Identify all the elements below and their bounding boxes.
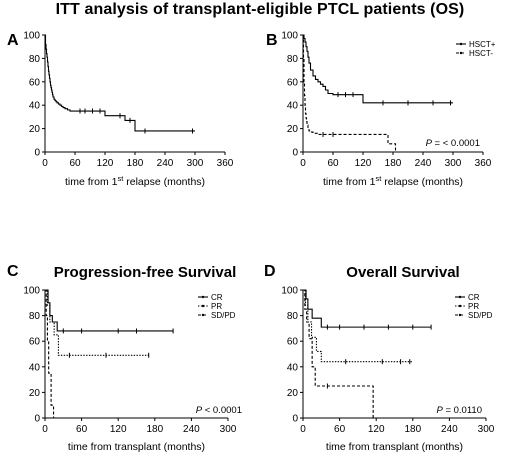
x-axis-label: time from 1st relapse (months) xyxy=(65,174,205,188)
legend-label: PR xyxy=(468,302,479,311)
x-tick-label: 180 xyxy=(385,158,402,169)
y-tick-label: 60 xyxy=(29,77,41,88)
y-tick-label: 80 xyxy=(29,311,41,322)
y-tick-label: 40 xyxy=(29,362,41,373)
survival-curve-pr xyxy=(303,289,413,363)
km-panel-d: 0 20 40 60 80 100 0 60 120 180 240 300 time from tra… xyxy=(281,286,494,454)
legend-marker xyxy=(458,295,462,299)
km-panel-b: 0 20 40 60 80 100 0 60 120 180 240 300 360 time from … xyxy=(281,31,495,189)
legend-marker xyxy=(459,51,463,55)
legend-marker xyxy=(201,313,205,317)
y-tick-label: 100 xyxy=(23,286,40,297)
y-tick-label: 60 xyxy=(287,337,299,348)
x-tick-label: 0 xyxy=(300,158,306,169)
x-axis-label: time from transplant (months) xyxy=(68,441,205,453)
x-tick-label: 300 xyxy=(478,424,495,435)
survival-curve-pr xyxy=(45,289,149,356)
y-tick-label: 60 xyxy=(287,77,299,88)
x-tick-label: 240 xyxy=(183,424,200,435)
y-tick-label: 40 xyxy=(287,362,299,373)
x-tick-label: 240 xyxy=(441,424,458,435)
legend-marker xyxy=(201,304,205,308)
y-tick-label: 0 xyxy=(34,414,40,425)
x-tick-label: 120 xyxy=(97,158,114,169)
y-tick-label: 20 xyxy=(29,124,41,135)
x-tick-label: 300 xyxy=(445,158,462,169)
y-tick-label: 60 xyxy=(29,337,41,348)
legend-marker xyxy=(458,313,462,317)
x-tick-label: 0 xyxy=(42,158,48,169)
survival-curve-cr xyxy=(303,289,432,328)
y-tick-label: 0 xyxy=(292,414,298,425)
panel-label-b: B xyxy=(266,32,278,49)
panel-label-c: C xyxy=(7,263,19,280)
panel-label-a: A xyxy=(7,32,19,49)
y-tick-label: 80 xyxy=(287,54,299,65)
p-value: P = 0.0110 xyxy=(436,405,482,416)
survival-curve-hsct xyxy=(302,34,397,152)
legend-marker xyxy=(201,295,205,299)
x-tick-label: 120 xyxy=(110,424,127,435)
x-tick-label: 180 xyxy=(127,158,144,169)
figure-title: ITT analysis of transplant-eligible PTCL… xyxy=(55,1,465,18)
panel-c-title: Progression-free Survival xyxy=(53,264,237,281)
y-tick-label: 80 xyxy=(287,311,299,322)
x-tick-label: 60 xyxy=(334,424,346,435)
legend-marker xyxy=(458,304,462,308)
x-tick-label: 360 xyxy=(217,158,234,169)
legend-label: SD/PD xyxy=(468,311,493,320)
x-tick-label: 60 xyxy=(327,158,339,169)
x-tick-label: 60 xyxy=(76,424,88,435)
x-tick-label: 240 xyxy=(157,158,174,169)
survival-curve-series-0 xyxy=(44,34,195,132)
y-tick-label: 40 xyxy=(29,101,41,112)
y-tick-label: 100 xyxy=(23,31,40,42)
x-axis-label: time from 1st relapse (months) xyxy=(323,174,463,188)
y-tick-label: 100 xyxy=(281,286,298,297)
legend-label: SD/PD xyxy=(211,311,236,320)
km-panel-c: 0 20 40 60 80 100 0 60 120 180 240 300 time from tra… xyxy=(23,286,242,454)
y-tick-label: 20 xyxy=(287,124,299,135)
x-tick-label: 180 xyxy=(404,424,421,435)
x-tick-label: 120 xyxy=(355,158,372,169)
x-axis-label: time from transplant (months) xyxy=(326,441,463,453)
x-tick-label: 0 xyxy=(42,424,48,435)
panel-d-title: Overall Survival xyxy=(346,264,460,281)
legend-label: CR xyxy=(211,293,223,302)
legend-marker xyxy=(459,42,463,46)
y-tick-label: 20 xyxy=(287,388,299,399)
legend-label: HSCT- xyxy=(469,49,493,58)
survival-curve-sd-pd xyxy=(45,289,55,418)
x-tick-label: 60 xyxy=(69,158,81,169)
p-value: P < 0.0001 xyxy=(196,405,242,416)
y-tick-label: 40 xyxy=(287,101,299,112)
y-tick-label: 100 xyxy=(281,31,298,42)
y-tick-label: 0 xyxy=(34,148,40,159)
y-tick-label: 20 xyxy=(29,388,41,399)
x-tick-label: 300 xyxy=(220,424,237,435)
legend-label: HSCT+ xyxy=(469,40,496,49)
panel-label-d: D xyxy=(264,263,276,280)
x-tick-label: 120 xyxy=(368,424,385,435)
legend-label: PR xyxy=(211,302,222,311)
x-tick-label: 360 xyxy=(475,158,492,169)
p-value: P = < 0.0001 xyxy=(426,138,480,149)
x-tick-label: 180 xyxy=(146,424,163,435)
x-tick-label: 0 xyxy=(300,424,306,435)
survival-curve-sd-pd xyxy=(303,289,374,418)
survival-curve-cr xyxy=(45,289,174,332)
y-tick-label: 0 xyxy=(292,148,298,159)
x-tick-label: 300 xyxy=(187,158,204,169)
y-tick-label: 80 xyxy=(29,54,41,65)
legend-label: CR xyxy=(468,293,480,302)
survival-curve-hsct xyxy=(303,34,453,104)
x-tick-label: 240 xyxy=(415,158,432,169)
km-panel-a: 0 20 40 60 80 100 0 60 120 180 240 300 360 time from … xyxy=(23,31,233,189)
